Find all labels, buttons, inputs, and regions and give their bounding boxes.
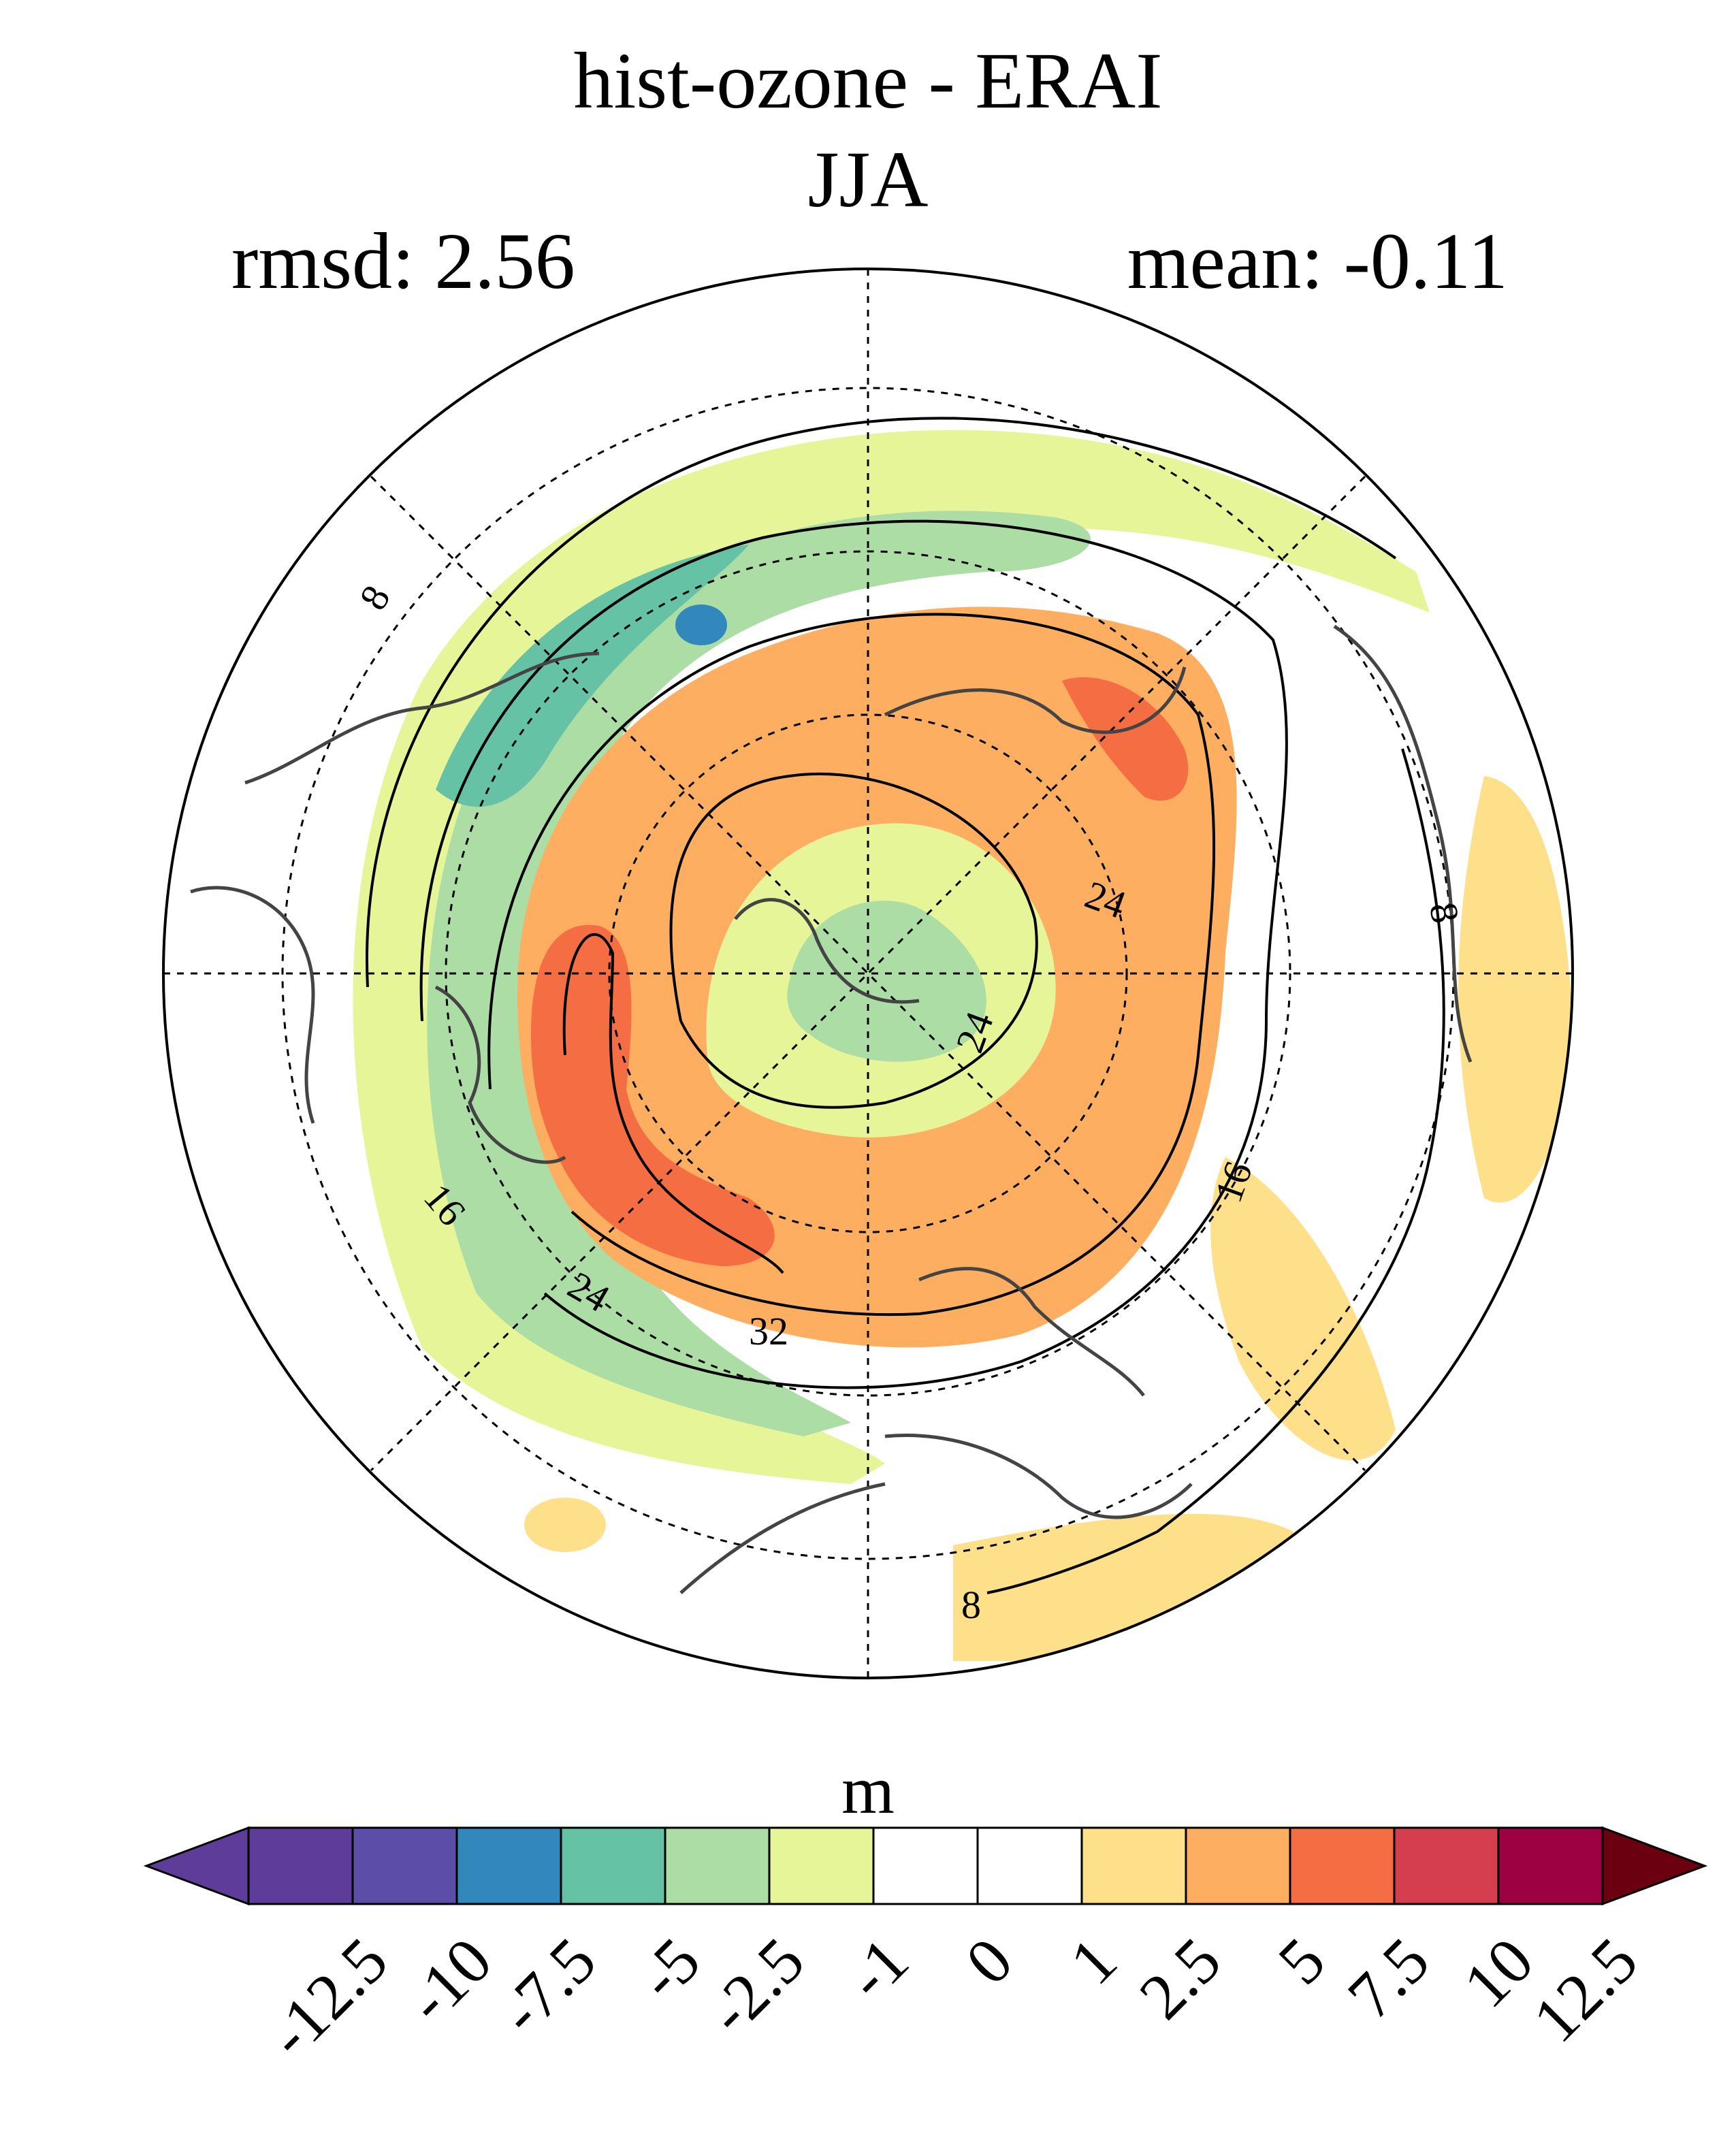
contour-label: 8 bbox=[961, 1583, 981, 1627]
colorbar-under-triangle bbox=[143, 1826, 250, 1906]
colorbar-swatch bbox=[872, 1826, 979, 1905]
contour-label: 32 bbox=[749, 1309, 788, 1353]
colorbar-swatch bbox=[1393, 1826, 1500, 1905]
colorbar-over-triangle bbox=[1601, 1826, 1708, 1906]
season-label: JJA bbox=[807, 135, 929, 224]
colorbar-units: m bbox=[841, 1752, 895, 1828]
colorbar-swatch bbox=[768, 1826, 875, 1905]
colorbar-swatch bbox=[351, 1826, 458, 1905]
colorbar-swatch bbox=[1289, 1826, 1396, 1905]
plot-title: hist-ozone - ERAI bbox=[573, 36, 1163, 125]
colorbar-swatch bbox=[1080, 1826, 1187, 1905]
colorbar-swatch bbox=[560, 1826, 666, 1905]
colorbar-swatch bbox=[247, 1826, 354, 1905]
polar-map: 8 8 8 16 16 24 24 24 32 bbox=[162, 268, 1574, 1679]
colorbar-swatch bbox=[1185, 1826, 1291, 1905]
colorbar-swatch bbox=[664, 1826, 771, 1905]
coastlines bbox=[190, 624, 1473, 1594]
colorbar bbox=[143, 1826, 1708, 1906]
mean-label: mean: -0.11 bbox=[1127, 216, 1508, 306]
contour-lines bbox=[366, 417, 1445, 1594]
colorbar-swatch bbox=[1497, 1826, 1604, 1905]
colorbar-swatch bbox=[976, 1826, 1083, 1905]
colorbar-swatch bbox=[455, 1826, 562, 1905]
rmsd-label: rmsd: 2.56 bbox=[231, 216, 575, 306]
